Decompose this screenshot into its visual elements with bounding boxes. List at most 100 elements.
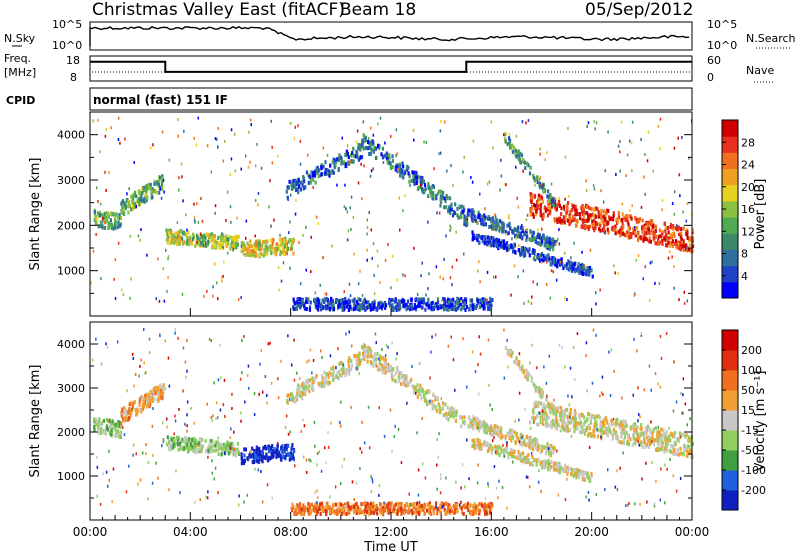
echo-cell (271, 241, 274, 246)
echo-cell (290, 451, 293, 456)
echo-cell (425, 399, 428, 403)
echo-cell (130, 410, 133, 415)
echo-cell (278, 237, 281, 242)
echo-cell (498, 452, 501, 457)
echo-cell (544, 237, 547, 242)
echo-cell (288, 393, 291, 398)
echo-cell (305, 299, 308, 304)
echo-cell (643, 223, 646, 228)
echo-cell (165, 237, 168, 242)
echo-cell (667, 230, 670, 235)
echo-cell (405, 374, 408, 379)
echo-cell (538, 386, 541, 391)
echo-cell (530, 200, 533, 205)
echo-cell (543, 243, 546, 248)
noise-cell (197, 220, 200, 224)
echo-cell (243, 244, 247, 249)
echo-cell (258, 253, 261, 258)
echo-cell (600, 219, 603, 224)
echo-cell (478, 241, 481, 245)
noise-cell (347, 229, 350, 233)
echo-cell (517, 362, 520, 367)
noise-cell (234, 169, 237, 173)
echo-cell (391, 158, 394, 163)
noise-cell (163, 190, 165, 194)
echo-cell (354, 154, 357, 159)
echo-cell (585, 474, 588, 479)
echo-cell (634, 440, 637, 445)
echo-cell (515, 361, 518, 366)
noise-cell (397, 168, 399, 172)
echo-cell (255, 458, 258, 463)
echo-cell (357, 157, 361, 162)
echo-cell (487, 215, 490, 219)
colorbar-swatch (722, 200, 738, 218)
echo-cell (514, 249, 517, 254)
echo-cell (637, 237, 640, 242)
echo-cell (120, 201, 123, 206)
noise-cell (678, 173, 681, 177)
noise-cell (539, 147, 541, 151)
echo-cell (602, 422, 605, 427)
echo-cell (204, 438, 207, 443)
echo-cell (463, 222, 466, 226)
echo-cell (266, 458, 269, 463)
echo-cell (332, 157, 335, 162)
echo-cell (160, 388, 163, 393)
echo-cell (378, 508, 381, 513)
noise-cell (346, 144, 349, 148)
echo-cell (603, 430, 606, 435)
echo-cell (544, 423, 547, 428)
echo-cell (523, 456, 526, 461)
echo-cell (511, 149, 514, 154)
echo-cell (569, 428, 572, 432)
echo-cell (588, 206, 591, 211)
noise-cell (508, 213, 510, 217)
echo-cell (359, 298, 362, 302)
noise-cell (471, 180, 474, 184)
echo-cell (434, 304, 437, 309)
noise-cell (433, 167, 435, 171)
echo-cell (412, 384, 415, 389)
echo-cell (550, 465, 553, 469)
noise-cell (230, 128, 233, 132)
echo-cell (375, 361, 378, 366)
echo-cell (186, 438, 189, 443)
echo-cell (523, 438, 526, 443)
echo-cell (109, 218, 112, 223)
echo-cell (373, 145, 376, 150)
noise-cell (505, 183, 507, 187)
noise-cell (119, 141, 121, 145)
echo-cell (501, 222, 504, 227)
echo-cell (646, 222, 649, 227)
echo-cell (350, 153, 353, 158)
echo-cell (245, 247, 248, 251)
echo-cell (257, 452, 260, 457)
echo-cell (397, 299, 400, 304)
noise-cell (683, 301, 686, 305)
echo-cell (388, 299, 391, 304)
echo-cell (536, 200, 539, 205)
echo-cell (196, 236, 199, 241)
noise-cell (583, 264, 585, 268)
noise-cell (566, 298, 568, 301)
echo-cell (542, 190, 545, 195)
echo-cell (490, 432, 493, 437)
echo-cell (487, 303, 490, 308)
echo-cell (275, 454, 278, 459)
echo-cell (557, 423, 560, 428)
noise-cell (210, 170, 212, 174)
echo-cell (507, 247, 510, 252)
echo-cell (529, 462, 532, 466)
echo-cell (545, 445, 548, 450)
echo-cell (113, 216, 117, 221)
echo-cell (665, 232, 668, 237)
echo-cell (260, 252, 263, 256)
echo-cell (593, 423, 596, 428)
noise-cell (221, 232, 223, 236)
echo-cell (533, 437, 536, 442)
echo-cell (552, 237, 555, 242)
echo-cell (686, 444, 690, 449)
echo-cell (550, 405, 553, 410)
echo-cell (322, 164, 325, 169)
